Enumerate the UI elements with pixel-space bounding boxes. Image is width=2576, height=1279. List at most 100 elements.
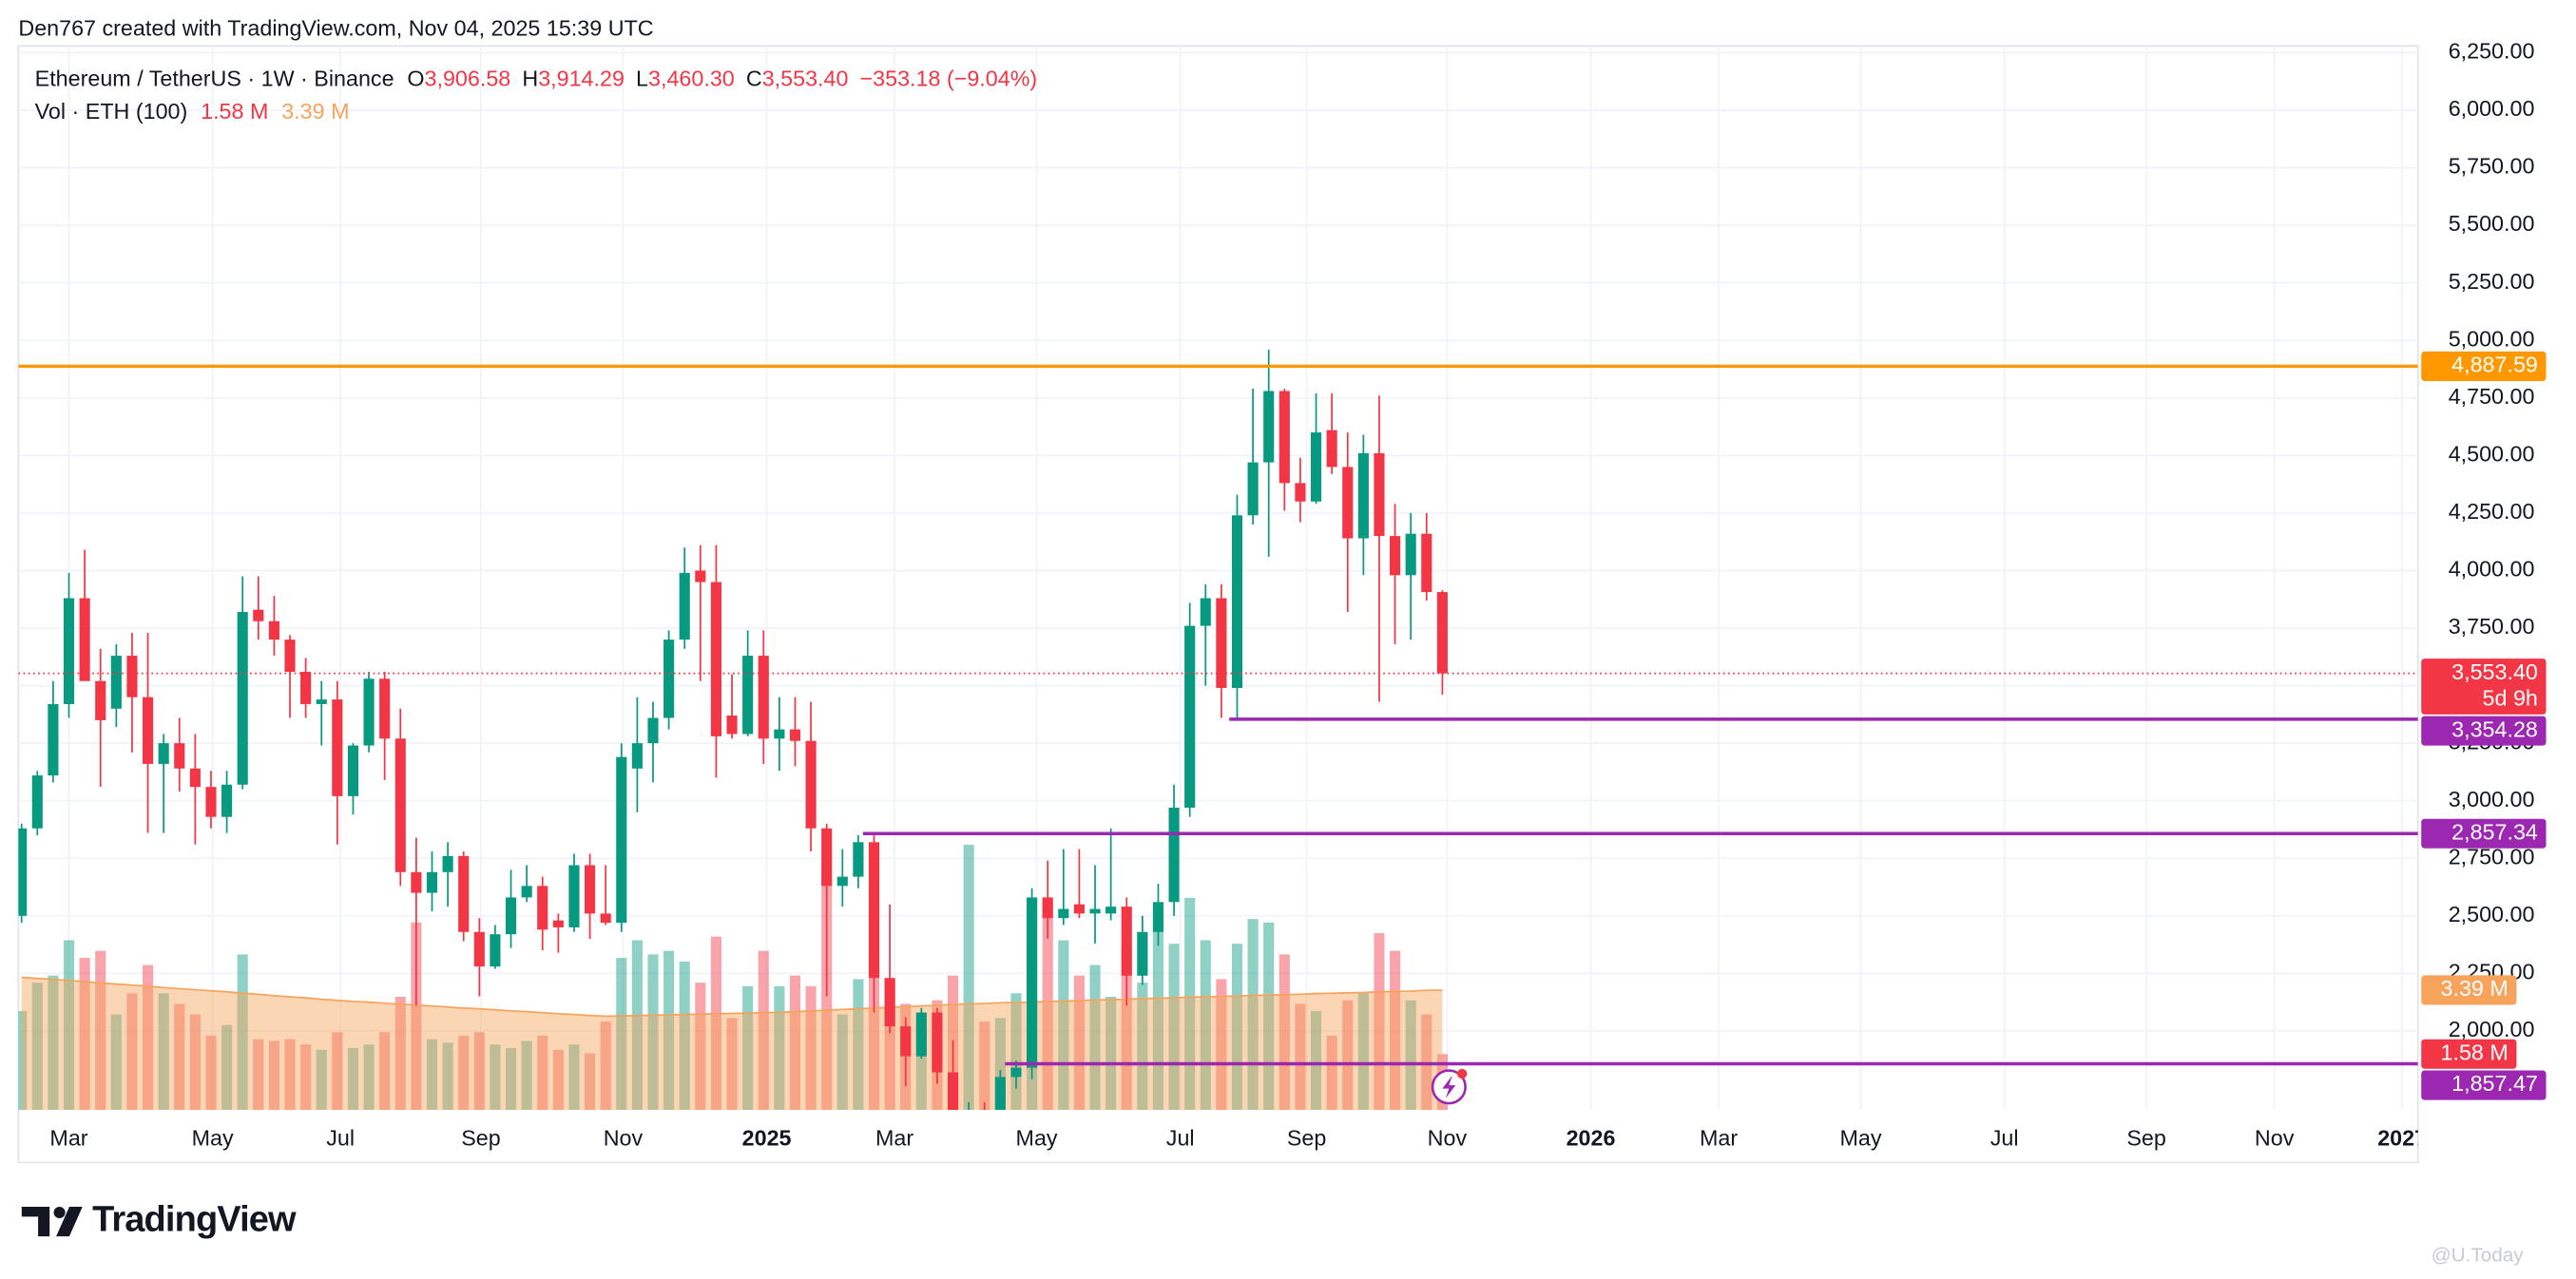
volume-bar [915,1024,927,1111]
volume-bar [963,845,974,1111]
candle-body [616,756,627,924]
candle-body [710,582,721,736]
candle-body [1436,592,1448,674]
candle-body [868,842,880,979]
candles [18,349,1448,1111]
volume-bar [126,993,138,1111]
logo-mark [56,1206,83,1237]
axis-tag [2421,1070,2547,1100]
candle-body [31,775,43,829]
pane-frame [17,45,2419,1164]
x-tick-label: Nov [1428,1125,1468,1150]
legend-item: O [407,67,424,91]
y-tick-label: 6,000.00 [2449,96,2535,121]
candle-body [268,620,279,640]
candle-body [253,609,264,621]
volume-bar [284,1039,296,1111]
candle-body [394,738,406,872]
y-tick-label: 5,000.00 [2449,326,2535,351]
candle-body [142,697,154,764]
candle-body [1263,391,1275,463]
x-tick-label: Jul [1166,1125,1195,1150]
candle-body [1121,907,1132,976]
candle-body [789,729,801,741]
volume-bar [742,985,754,1111]
candle-body [1137,931,1148,976]
volume-ma-line [21,976,1443,1018]
candle-body [1295,483,1306,502]
volume-bar [316,1049,327,1111]
volume-bar [363,1044,375,1111]
volume-bar [379,1032,391,1111]
volume-bar [158,993,169,1111]
x-tick-label: May [192,1125,234,1150]
volume-bar [710,936,721,1111]
candle-body [1105,907,1117,914]
axis-tag [2421,975,2517,1005]
volume-bar [1216,979,1227,1111]
legend-item: 3,460.30 [648,67,735,91]
legend-line: Ethereum / TetherUS · 1W · Binance O3,906… [35,67,1038,91]
axis-tag-label: 1,857.47 [2451,1071,2538,1096]
volume-bar [79,958,90,1111]
volume-bar [789,975,801,1111]
candle-body [726,716,738,735]
volume-bar [805,985,817,1111]
candle-body [505,897,517,935]
candle-body [1405,533,1416,576]
legend-item: 3,906.58 [425,67,511,91]
candle-body [758,656,769,739]
candle-body [379,678,391,739]
y-tick-label: 3,000.00 [2449,787,2535,811]
candle-body [126,656,138,697]
y-tick-label: 4,500.00 [2449,441,2535,466]
logo-mark [21,1206,50,1237]
volume-bar [836,1014,848,1111]
candle-body [663,640,675,718]
candle-body [442,855,453,872]
volume-bar [1137,983,1148,1111]
candle-body [1357,452,1369,539]
y-tick-label: 4,000.00 [2449,557,2535,582]
candle-body [1216,598,1227,688]
candle-body [411,871,422,893]
volume-bar [1105,996,1117,1111]
volume-bar [1374,933,1385,1111]
candle-body [48,703,59,776]
volume-bar [1231,944,1243,1111]
volume-bar [537,1035,548,1111]
candle-body [900,1026,912,1057]
x-tick-label: May [1839,1125,1881,1150]
x-tick-label: Nov [604,1125,644,1150]
volume-bar [505,1047,517,1111]
candle-body [1247,462,1259,516]
volume-bar [174,1003,185,1111]
candle-body [1058,908,1069,919]
axis-tag [2421,818,2547,849]
alert-icon [1431,1068,1468,1105]
volume-bar [110,1014,122,1111]
volume-bar [442,1042,453,1111]
y-tick-label: 2,000.00 [2449,1017,2535,1041]
volume-bar [411,922,422,1111]
volume-bar [726,1018,738,1111]
volume-bar [647,954,659,1111]
legend-item: L [636,67,648,91]
candle-body [300,672,312,704]
logo-text: TradingView [92,1200,297,1240]
time-axis: Mar May Jul Sep Nov 2025 Mar May Jul Sep Nov 2026 Ma… [49,1125,2417,1150]
candle-body [742,656,754,735]
candle-body [521,886,532,898]
candle-body [1200,598,1211,626]
candle-body [284,640,296,673]
candle-body [174,743,185,769]
candle-body [363,678,375,746]
alert-dot [1456,1068,1468,1079]
volume-bar [205,1035,217,1111]
axis-tag-label: 4,887.59 [2451,353,2538,377]
legend-item: Ethereum / TetherUS · 1W · Binance [35,67,394,91]
volume-bar [568,1044,580,1111]
x-tick-label: Sep [461,1125,500,1150]
legend-item: H [522,67,538,91]
